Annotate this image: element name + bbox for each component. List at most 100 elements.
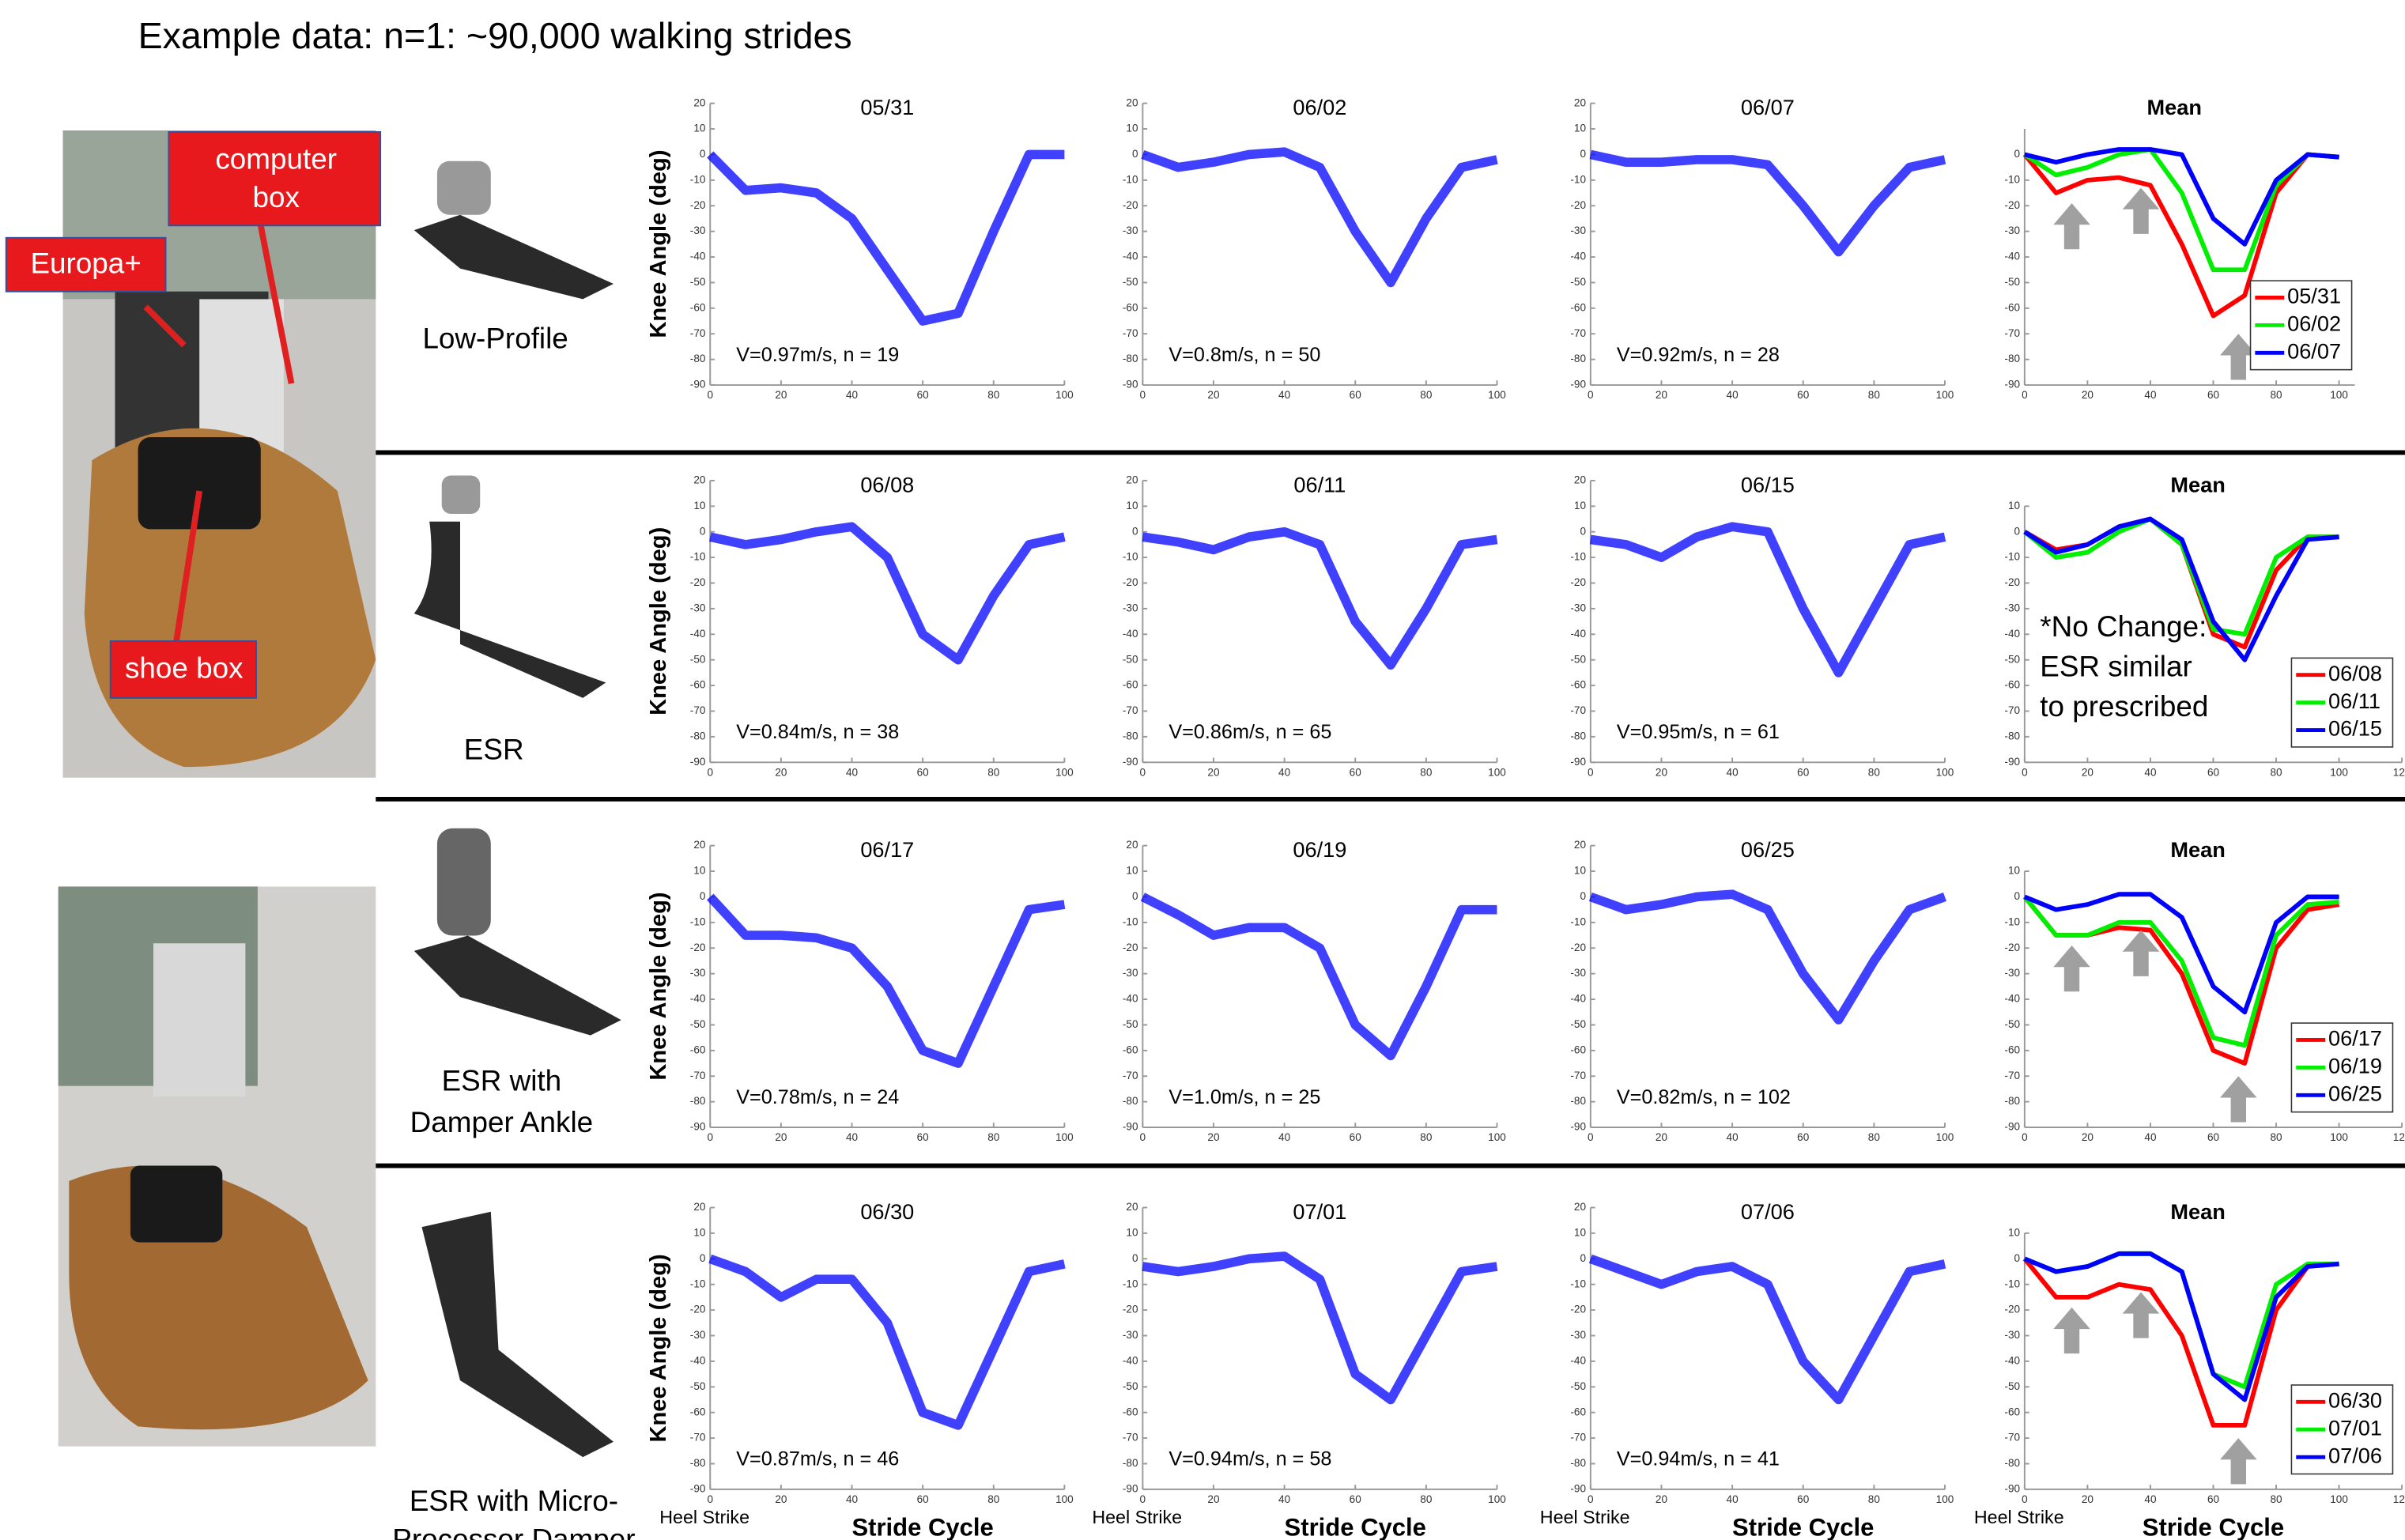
y-tick-label: -10 [1123,1278,1138,1289]
x-tick-label: 120 [2393,766,2405,778]
x-tick-label: 0 [1588,1131,1594,1143]
y-tick-label: -60 [1123,679,1138,691]
y-tick-label: -20 [1570,942,1586,953]
y-tick-label: -40 [690,1354,706,1366]
y-tick-label: -80 [2004,353,2020,364]
y-tick-label: 0 [1132,148,1138,160]
y-tick-label: 10 [1574,1226,1587,1238]
y-tick-label: -20 [2004,576,2020,588]
x-tick-label: 40 [2144,1131,2157,1143]
y-tick-label: -90 [1570,756,1586,768]
y-tick-label: 20 [1126,96,1138,108]
y-tick-label: -60 [1570,1044,1586,1055]
y-tick-label: -50 [2004,653,2020,665]
legend-label: 06/08 [2328,661,2382,685]
y-tick-label: -60 [690,301,706,313]
x-tick-label: 40 [2144,389,2157,401]
y-tick-label: 10 [1126,123,1138,134]
y-tick-label: -40 [2004,251,2020,262]
x-axis-label: Stride Cycle [851,1514,993,1540]
y-tick-label: -80 [690,730,706,742]
y-tick-label: -20 [690,1304,706,1315]
arrow [2053,203,2090,249]
y-tick-label: 0 [700,890,706,902]
y-tick-label: -70 [2004,704,2020,716]
y-tick-label: -30 [1570,225,1586,236]
x-note: Heel Strike [1092,1507,1182,1527]
legend-label: 06/19 [2328,1054,2382,1078]
line [1142,532,1497,665]
y-tick-label: -10 [690,173,706,185]
line [1591,894,1945,1020]
legend-label: 07/01 [2328,1415,2382,1440]
legend-label: 06/25 [2328,1081,2382,1105]
x-tick-label: 20 [2082,766,2094,778]
y-tick-label: -50 [690,1018,706,1030]
y-tick-label: -90 [1570,1121,1586,1133]
x-tick-label: 60 [2207,1131,2220,1143]
y-tick-label: -40 [1123,993,1138,1005]
y-tick-label: -60 [690,1044,706,1055]
y-tick-label: -60 [690,1406,706,1417]
y-tick-label: -90 [1123,1121,1138,1133]
y-tick-label: 20 [1574,839,1587,851]
y-tick-label: -70 [1570,327,1586,339]
y-tick-label: -60 [1570,1406,1586,1417]
y-tick-label: -50 [690,1380,706,1392]
y-tick-label: -70 [1123,1432,1138,1444]
x-tick-label: 0 [1588,389,1594,401]
annotation: V=0.8m/s, n = 50 [1169,344,1320,366]
y-tick-label: -80 [2004,1095,2020,1107]
y-tick-label: -20 [2004,1304,2020,1315]
legend-label: 06/07 [2287,338,2341,363]
photo-label: Europa+ [30,247,141,279]
chart-title: 06/07 [1741,95,1795,119]
arrow [2220,1438,2257,1484]
y-tick-label: -40 [1123,628,1138,640]
chart-title: 06/08 [860,472,914,496]
x-tick-label: 20 [1656,1493,1668,1505]
y-tick-label: -10 [2004,173,2020,185]
y-tick-label: 20 [693,1201,706,1213]
x-tick-label: 20 [2082,1493,2094,1505]
x-tick-label: 40 [1727,389,1739,401]
y-tick-label: 10 [2008,865,2021,877]
x-tick-label: 80 [1420,1493,1433,1505]
y-tick-label: 10 [1126,500,1138,511]
y-tick-label: -50 [1123,1018,1138,1030]
annotation: V=0.95m/s, n = 61 [1617,721,1780,743]
arrow [2053,946,2090,991]
chart-title: 06/11 [1293,472,1346,496]
y-tick-label: -50 [1123,276,1138,288]
y-tick-label: -20 [2004,199,2020,211]
y-tick-label: -40 [690,628,706,640]
x-tick-label: 80 [1868,389,1881,401]
x-tick-label: 20 [775,389,787,401]
line [710,1259,1064,1425]
y-tick-label: 0 [2014,1252,2020,1264]
y-tick-label: -40 [2004,993,2020,1005]
y-tick-label: -80 [1123,730,1138,742]
x-tick-label: 60 [917,1493,930,1505]
y-tick-label: -90 [2004,756,2020,768]
annotation: ESR similar [2040,651,2192,683]
y-tick-label: -20 [1570,199,1586,211]
y-tick-label: -90 [2004,379,2020,391]
foot-label: Damper Ankle [410,1106,594,1138]
legend-label: 05/31 [2287,284,2341,308]
x-tick-label: 0 [1140,1493,1146,1505]
x-tick-label: 120 [2393,1493,2405,1505]
x-tick-label: 20 [2082,389,2094,401]
x-tick-label: 80 [1868,766,1881,778]
y-tick-label: -20 [1123,1304,1138,1315]
y-tick-label: -60 [690,679,706,691]
y-tick-label: -40 [1570,628,1586,640]
y-tick-label: -80 [2004,730,2020,742]
y-tick-label: -20 [1570,576,1586,588]
arrow [2123,1292,2160,1338]
x-tick-label: 80 [2270,766,2282,778]
y-tick-label: 0 [1580,890,1586,902]
y-tick-label: 0 [1580,525,1586,537]
x-axis-label: Stride Cycle [1285,1514,1426,1540]
y-tick-label: -80 [1570,730,1586,742]
